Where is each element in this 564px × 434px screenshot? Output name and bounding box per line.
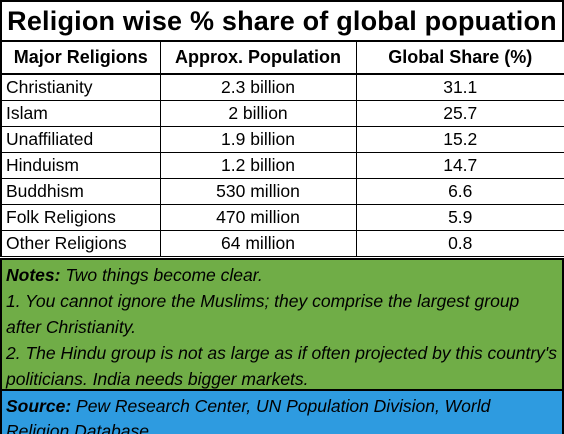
share-cell: 0.8 bbox=[355, 230, 564, 257]
notes-heading-line: Notes: Two things become clear. bbox=[6, 262, 558, 288]
population-cell: 1.9 billion bbox=[159, 126, 357, 153]
column-header-religion: Major Religions bbox=[0, 40, 161, 75]
notes-label: Notes: bbox=[6, 265, 61, 285]
religion-cell: Other Religions bbox=[0, 230, 161, 257]
table-title: Religion wise % share of global popuatio… bbox=[0, 0, 564, 40]
population-cell: 1.2 billion bbox=[159, 152, 357, 179]
share-cell: 15.2 bbox=[355, 126, 564, 153]
notes-box: Notes: Two things become clear. 1. You c… bbox=[0, 258, 564, 389]
population-cell: 470 million bbox=[159, 204, 357, 231]
population-cell: 2 billion bbox=[159, 100, 357, 127]
table-row: Unaffiliated 1.9 billion 15.2 bbox=[0, 126, 564, 153]
population-cell: 530 million bbox=[159, 178, 357, 205]
share-cell: 14.7 bbox=[355, 152, 564, 179]
religion-cell: Christianity bbox=[0, 73, 161, 101]
religion-cell: Unaffiliated bbox=[0, 126, 161, 153]
table-row: Other Religions 64 million 0.8 bbox=[0, 230, 564, 257]
religion-cell: Hinduism bbox=[0, 152, 161, 179]
religion-table: Major Religions Approx. Population Globa… bbox=[0, 40, 564, 257]
source-label: Source: bbox=[6, 396, 72, 416]
share-cell: 6.6 bbox=[355, 178, 564, 205]
table-row: Christianity 2.3 billion 31.1 bbox=[0, 73, 564, 101]
column-header-share: Global Share (%) bbox=[355, 40, 564, 75]
source-box: Source: Pew Research Center, UN Populati… bbox=[0, 389, 564, 434]
table-row: Buddhism 530 million 6.6 bbox=[0, 178, 564, 205]
share-cell: 5.9 bbox=[355, 204, 564, 231]
share-cell: 31.1 bbox=[355, 73, 564, 101]
notes-intro: Two things become clear. bbox=[60, 265, 263, 285]
population-cell: 2.3 billion bbox=[159, 73, 357, 101]
religion-cell: Folk Religions bbox=[0, 204, 161, 231]
notes-point-2: 2. The Hindu group is not as large as if… bbox=[6, 343, 558, 389]
notes-point-1: 1. You cannot ignore the Muslims; they c… bbox=[6, 291, 520, 337]
religion-cell: Buddhism bbox=[0, 178, 161, 205]
population-cell: 64 million bbox=[159, 230, 357, 257]
header-row: Major Religions Approx. Population Globa… bbox=[0, 40, 564, 75]
source-text: Pew Research Center, UN Population Divis… bbox=[6, 396, 491, 434]
table-row: Folk Religions 470 million 5.9 bbox=[0, 204, 564, 231]
table-row: Islam 2 billion 25.7 bbox=[0, 100, 564, 127]
table-row: Hinduism 1.2 billion 14.7 bbox=[0, 152, 564, 179]
column-header-population: Approx. Population bbox=[159, 40, 357, 75]
share-cell: 25.7 bbox=[355, 100, 564, 127]
religion-cell: Islam bbox=[0, 100, 161, 127]
